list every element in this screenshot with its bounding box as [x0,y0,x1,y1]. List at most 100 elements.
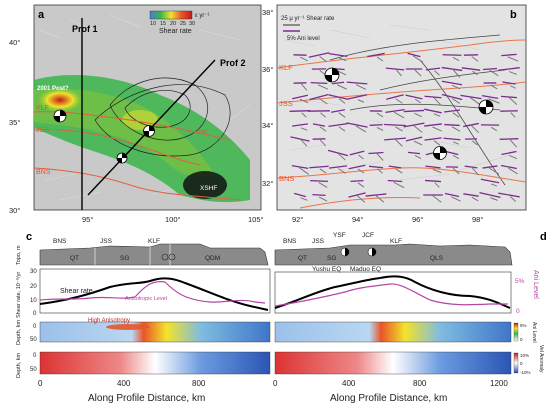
ani-stick [403,109,425,113]
fault-label-xshf: XSHF [200,185,217,192]
lat-tick: 30° [9,206,20,215]
cbar-tick: 0 [520,337,523,342]
ani-stick [500,164,518,170]
ani-stick [350,179,364,183]
shear-stick [337,84,347,90]
shear-stick [301,112,307,118]
ani-stick [424,108,442,114]
focal-mechanism-icon [367,247,377,257]
fault-label-klf: KLF [279,63,293,72]
shear-stick [357,168,365,174]
shear-chart-frame [39,268,271,314]
shear-chart-frame [274,271,512,314]
terrane-label: QLS [430,255,444,262]
ani-stick [407,151,421,155]
shear-stick [469,97,481,105]
shear-stick [451,196,461,202]
ani-stick [424,123,442,127]
ani-stick [384,123,406,127]
suture-label: BNS [283,238,297,245]
terrane-label: QT [70,255,79,262]
cbar-tick: 0 [520,361,523,366]
ani-stick [405,136,423,142]
profile-2-label: Prof 2 [220,58,246,68]
terrane-label: SG [327,255,336,262]
shear-stick [510,85,516,89]
lat-tick: 36° [262,65,273,74]
ani-tick: 0 [516,308,520,315]
cbar-tick: -10% [520,370,531,375]
shear-stick [451,84,461,90]
shear-stick [509,196,517,202]
suture-label: KLF [148,238,160,245]
legend-ani-label: 5% Ani level [287,36,320,42]
high-anisotropy-label: High Anisotropy [88,318,130,324]
ani-stick [367,52,385,58]
lat-tick: 40° [9,38,20,47]
ani-tick: 5% [515,278,525,285]
shear-stick [317,84,329,90]
shear-stick [414,69,422,77]
lon-tick: 100° [165,215,181,224]
lon-tick: 105° [248,215,264,224]
lon-tick: 94° [352,215,363,224]
shear-stick [490,197,498,201]
suture-label: JCF [362,232,374,239]
shear-stick [300,139,308,147]
focal-mechanism-icon [116,152,128,164]
shear-stick [413,140,423,146]
shear-stick [299,56,309,62]
ani-stick [482,67,498,71]
terrane-label: SG [120,255,129,262]
shear-stick [299,98,309,104]
shear-stick [355,84,367,90]
shear-stick [414,155,422,159]
shear-stick [413,125,423,133]
shear-stick [338,126,346,132]
shear-stick [393,111,405,119]
shear-stick [432,168,442,174]
shear-stick [414,112,422,118]
panel-b-map: 25 μ yr⁻¹ Shear rate 5% Ani level b KLF … [262,4,527,224]
shear-stick [510,112,516,118]
ani-stick [443,109,461,113]
shear-stick [375,195,385,203]
lat-tick: 34° [262,121,273,130]
depth-tick: 0 [33,353,37,359]
ani-stick [502,81,516,85]
ani-stick [385,67,405,71]
shear-orientation-sticks [299,55,519,203]
depth-tick: 50 [30,337,37,343]
ani-stick [480,178,500,184]
focal-mechanism-icon [433,146,447,160]
ani-stick [346,81,368,85]
ani-stick [501,150,517,156]
shear-stick [434,70,440,76]
shear-stick [490,183,498,187]
shear-stick [376,112,384,118]
shear-stick [300,197,308,201]
ani-stick [460,94,482,100]
ani-stick [425,165,441,169]
ani-stick [346,94,368,100]
cbar-vel-label: Vel Anomaly [538,345,544,373]
lat-tick: 38° [262,8,273,17]
x-axis-label: Along Profile Distance, km [88,393,205,404]
x-tick: 1200 [490,379,508,388]
shear-stick [433,140,441,146]
shear-stick [319,56,327,62]
x-tick: 800 [413,379,427,388]
ani-stick [327,149,349,157]
ani-stick [501,53,517,57]
ani-stick [330,109,346,113]
shear-stick [318,182,328,188]
ani-stick [499,138,519,140]
ani-stick [348,192,366,198]
ani-stick [498,67,520,71]
shear-stick [414,98,422,104]
shear-axis-label: Shear rate, 10⁻⁸/yr [15,272,22,318]
fault-label-klf: KLF [36,105,49,112]
panel-d-profile: d BNS JSS YSF JCF KLF QT SG QLS Yushu EQ… [273,231,547,404]
shear-stick [357,182,365,188]
shear-stick [300,127,308,131]
